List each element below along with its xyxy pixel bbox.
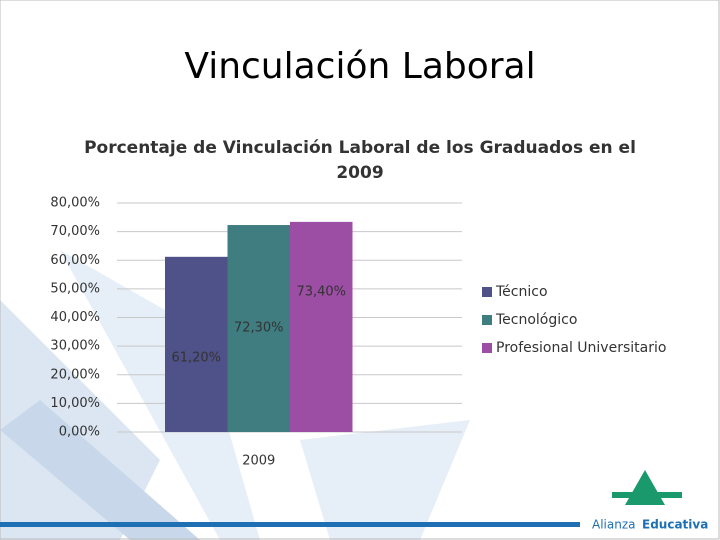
legend-label: Profesional Universitario [496, 340, 666, 356]
bar [227, 225, 290, 432]
y-tick-label: 20,00% [50, 367, 100, 382]
bar [290, 221, 353, 432]
y-tick-label: 50,00% [50, 281, 100, 296]
y-tick-label: 0,00% [59, 425, 100, 440]
data-label: 73,40% [296, 285, 346, 300]
legend-swatch [482, 315, 492, 325]
legend-swatch [482, 287, 492, 297]
x-tick-label: 2009 [242, 454, 275, 469]
logo-mark [612, 492, 682, 498]
logo-text: Educativa [642, 518, 708, 532]
decoration [0, 250, 470, 540]
logo-text: Alianza [592, 518, 636, 532]
y-tick-label: 60,00% [50, 253, 100, 268]
bar [165, 256, 228, 432]
shape [60, 250, 260, 540]
y-tick-label: 10,00% [50, 396, 100, 411]
y-tick-label: 30,00% [50, 339, 100, 354]
y-tick-label: 40,00% [50, 310, 100, 325]
data-label: 72,30% [234, 321, 284, 336]
legend-label: Técnico [495, 284, 548, 300]
chart-title-line: 2009 [336, 163, 383, 183]
legend-label: Tecnológico [495, 312, 577, 328]
y-tick-label: 70,00% [50, 224, 100, 239]
legend-swatch [482, 343, 492, 353]
shape [0, 400, 200, 540]
chart-title-line: Porcentaje de Vinculación Laboral de los… [84, 138, 636, 158]
bottom-bar [0, 522, 580, 527]
data-label: 61,20% [171, 351, 221, 366]
slide-title: Vinculación Laboral [184, 46, 535, 87]
y-tick-label: 80,00% [50, 196, 100, 211]
shape [300, 420, 470, 540]
